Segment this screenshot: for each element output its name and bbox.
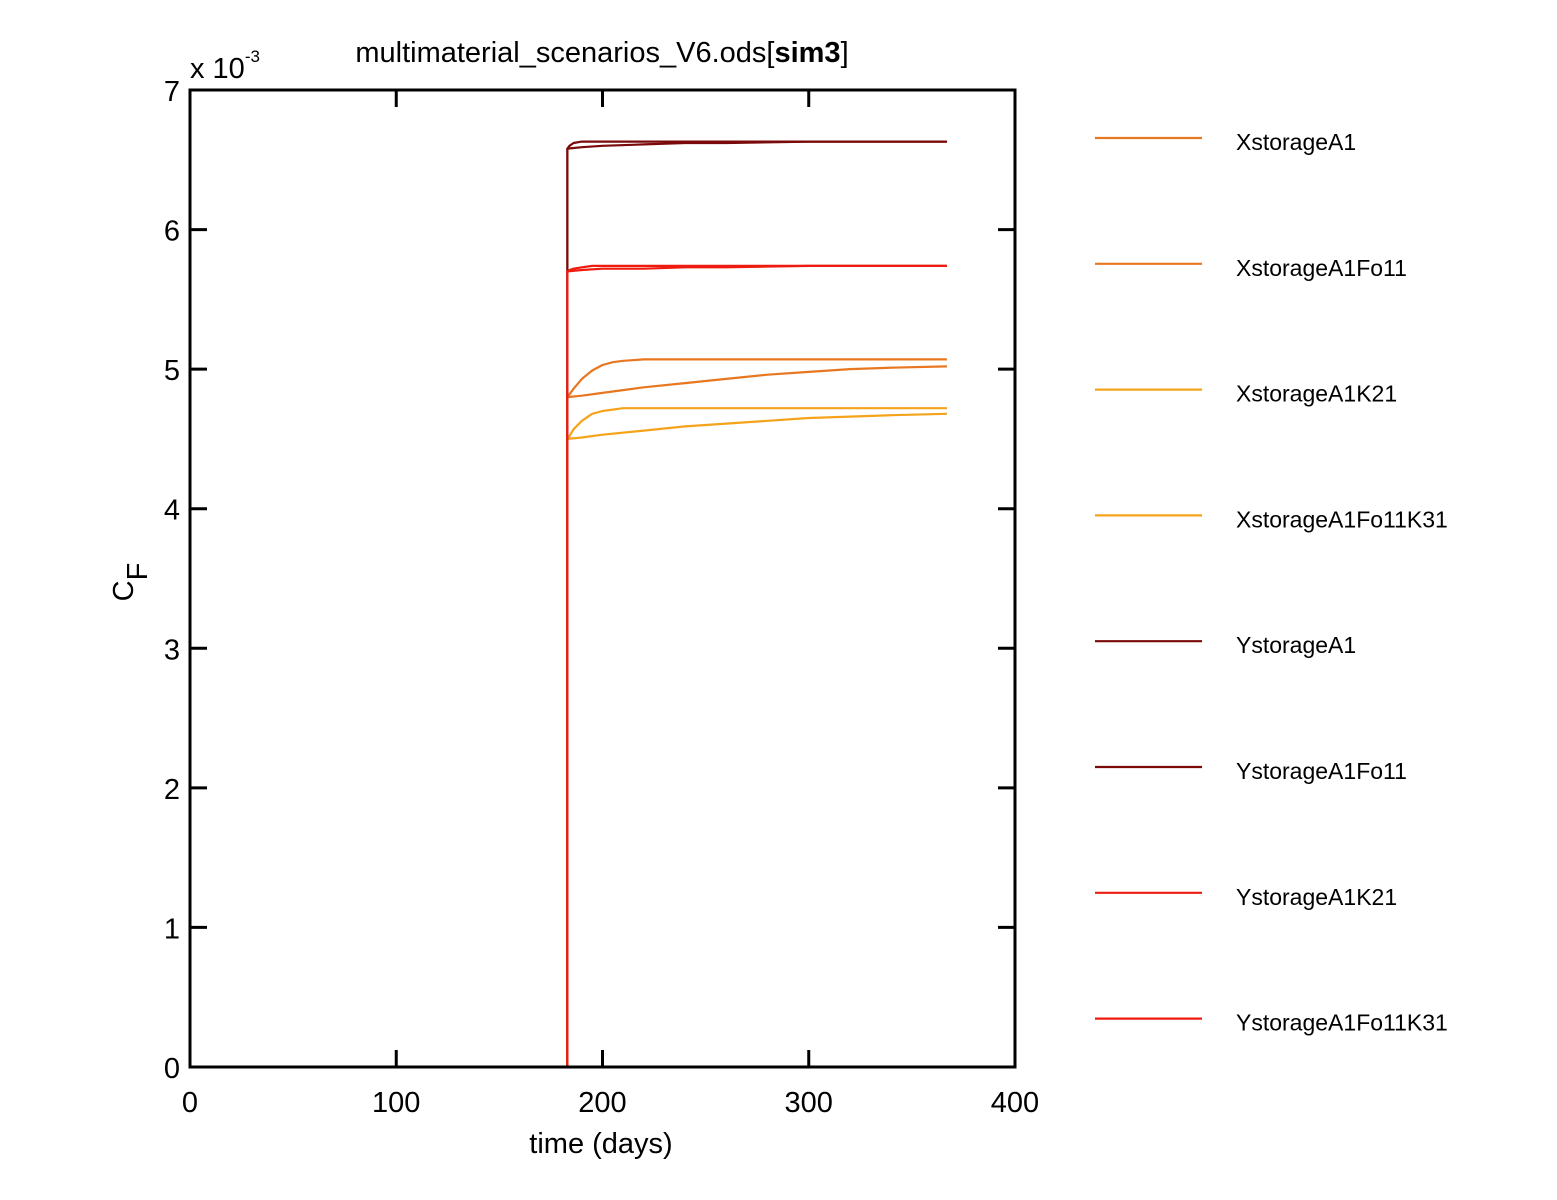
y-tick-label: 7 [164,76,180,108]
series-group [566,140,947,1067]
y-tick-label: 3 [164,634,180,666]
y-axis-multiplier: x 10-3 [190,47,260,85]
ticks-group: 0 100 200 300 400 0 1 2 3 4 5 6 7 [164,76,1039,1119]
y-tick-label: 4 [164,495,180,527]
x-tick-label: 100 [372,1087,420,1119]
legend: XstorageA1 XstorageA1Fo11 XstorageA1K21 Xst… [1095,129,1448,1036]
x-tick-label: 200 [578,1087,626,1119]
series-line [566,407,947,1067]
legend-label: XstorageA1 [1236,129,1356,155]
legend-label: YstorageA1Fo11K31 [1236,1010,1448,1036]
series-line [566,412,947,1067]
series-line [566,365,947,1067]
legend-label: YstorageA1Fo11 [1236,758,1407,784]
chart-title: multimaterial_scenarios_V6.ods[sim3] [355,37,848,69]
legend-label: XstorageA1K21 [1236,381,1397,407]
y-tick-label: 0 [164,1053,180,1085]
y-tick-label: 5 [164,355,180,387]
y-tick-label: 1 [164,913,180,945]
y-axis-label: CF [108,563,154,602]
legend-label: YstorageA1K21 [1236,884,1397,910]
legend-label: YstorageA1 [1236,632,1356,658]
x-tick-label: 400 [991,1087,1039,1119]
x-tick-label: 0 [182,1087,198,1119]
plot-frame [188,88,1017,1069]
y-tick-label: 2 [164,774,180,806]
series-line [566,264,947,1067]
x-axis-label: time (days) [529,1128,672,1160]
series-line [566,140,947,1067]
series-line [566,140,947,1067]
series-line [566,264,947,1067]
legend-label: XstorageA1Fo11K31 [1236,506,1448,532]
y-tick-label: 6 [164,216,180,248]
x-tick-label: 300 [785,1087,833,1119]
series-line [566,358,947,1067]
legend-label: XstorageA1Fo11 [1236,255,1407,281]
